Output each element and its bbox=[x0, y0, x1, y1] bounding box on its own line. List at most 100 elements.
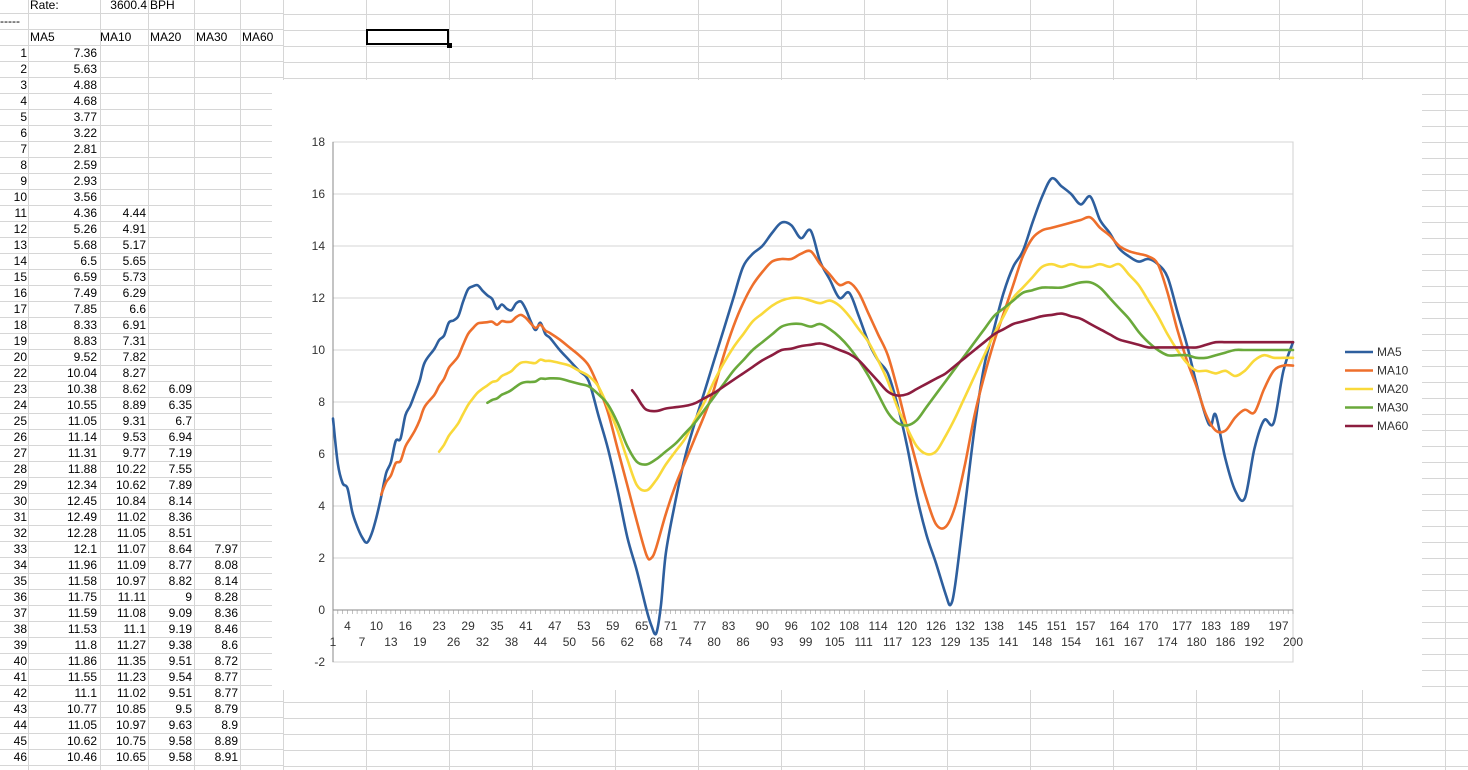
data-cell[interactable]: 9.58 bbox=[168, 750, 192, 764]
data-cell[interactable]: 10.84 bbox=[115, 494, 146, 508]
row-number[interactable]: 46 bbox=[13, 750, 27, 764]
data-cell[interactable]: 11.31 bbox=[67, 446, 97, 460]
row-number[interactable]: 17 bbox=[13, 302, 27, 316]
data-cell[interactable]: 10.77 bbox=[66, 702, 97, 716]
row-number[interactable]: 23 bbox=[13, 382, 27, 396]
row-number[interactable]: 14 bbox=[13, 254, 27, 268]
row-marker[interactable]: ----- bbox=[0, 14, 20, 28]
data-cell[interactable]: 9.77 bbox=[122, 446, 146, 460]
data-cell[interactable]: 8.77 bbox=[168, 558, 192, 572]
row-number[interactable]: 22 bbox=[13, 366, 27, 380]
data-cell[interactable]: 11.59 bbox=[67, 606, 97, 620]
data-cell[interactable]: 11.07 bbox=[116, 542, 146, 556]
column-header-ma20[interactable]: MA20 bbox=[150, 30, 182, 44]
data-cell[interactable]: 8.36 bbox=[168, 510, 192, 524]
data-cell[interactable]: 7.82 bbox=[122, 350, 146, 364]
row-number[interactable]: 12 bbox=[13, 222, 27, 236]
data-cell[interactable]: 9.52 bbox=[73, 350, 97, 364]
data-cell[interactable]: 11.05 bbox=[116, 526, 146, 540]
data-cell[interactable]: 10.38 bbox=[66, 382, 97, 396]
row-number[interactable]: 10 bbox=[13, 190, 27, 204]
data-cell[interactable]: 5.17 bbox=[122, 238, 146, 252]
data-cell[interactable]: 9.63 bbox=[168, 718, 192, 732]
data-cell[interactable]: 9.53 bbox=[122, 430, 146, 444]
data-cell[interactable]: 8.64 bbox=[168, 542, 192, 556]
row-number[interactable]: 36 bbox=[13, 590, 27, 604]
data-cell[interactable]: 2.93 bbox=[73, 174, 97, 188]
data-cell[interactable]: 10.46 bbox=[66, 750, 97, 764]
row-number[interactable]: 28 bbox=[13, 462, 27, 476]
data-cell[interactable]: 11.23 bbox=[116, 670, 146, 684]
data-cell[interactable]: 12.34 bbox=[66, 478, 97, 492]
data-cell[interactable]: 7.49 bbox=[73, 286, 97, 300]
row-number[interactable]: 35 bbox=[13, 574, 27, 588]
data-cell[interactable]: 10.22 bbox=[115, 462, 146, 476]
data-cell[interactable]: 11.55 bbox=[67, 670, 97, 684]
row-number[interactable]: 43 bbox=[13, 702, 27, 716]
row-number[interactable]: 44 bbox=[13, 718, 27, 732]
data-cell[interactable]: 7.36 bbox=[73, 46, 97, 60]
row-number[interactable]: 31 bbox=[13, 510, 27, 524]
data-cell[interactable]: 8.89 bbox=[122, 398, 146, 412]
row-number[interactable]: 38 bbox=[13, 622, 27, 636]
data-cell[interactable]: 8.77 bbox=[214, 686, 238, 700]
data-cell[interactable]: 8.27 bbox=[122, 366, 146, 380]
row-number[interactable]: 7 bbox=[20, 142, 27, 156]
data-cell[interactable]: 12.45 bbox=[66, 494, 97, 508]
data-cell[interactable]: 12.49 bbox=[66, 510, 97, 524]
data-cell[interactable]: 11.02 bbox=[116, 686, 146, 700]
data-cell[interactable]: 11.35 bbox=[116, 654, 146, 668]
row-number[interactable]: 42 bbox=[13, 686, 27, 700]
data-cell[interactable]: 11.11 bbox=[117, 590, 146, 604]
row-number[interactable]: 25 bbox=[13, 414, 27, 428]
column-header-ma30[interactable]: MA30 bbox=[196, 30, 228, 44]
data-cell[interactable]: 8.9 bbox=[221, 718, 238, 732]
row-number[interactable]: 6 bbox=[20, 126, 27, 140]
data-cell[interactable]: 10.85 bbox=[115, 702, 146, 716]
data-cell[interactable]: 4.88 bbox=[73, 78, 97, 92]
data-cell[interactable]: 3.22 bbox=[73, 126, 97, 140]
data-cell[interactable]: 8.82 bbox=[168, 574, 192, 588]
data-cell[interactable]: 7.89 bbox=[168, 478, 192, 492]
data-cell[interactable]: 5.65 bbox=[122, 254, 146, 268]
row-number[interactable]: 16 bbox=[13, 286, 27, 300]
data-cell[interactable]: 8.62 bbox=[122, 382, 146, 396]
data-cell[interactable]: 8.14 bbox=[214, 574, 238, 588]
data-cell[interactable]: 12.28 bbox=[66, 526, 97, 540]
data-cell[interactable]: 8.6 bbox=[221, 638, 238, 652]
data-cell[interactable]: 5.63 bbox=[73, 62, 97, 76]
data-cell[interactable]: 10.65 bbox=[115, 750, 146, 764]
data-cell[interactable]: 10.62 bbox=[66, 734, 97, 748]
data-cell[interactable]: 6.91 bbox=[122, 318, 146, 332]
data-cell[interactable]: 10.97 bbox=[115, 718, 146, 732]
data-cell[interactable]: 8.46 bbox=[214, 622, 238, 636]
row-number[interactable]: 37 bbox=[13, 606, 27, 620]
data-cell[interactable]: 7.85 bbox=[73, 302, 97, 316]
data-cell[interactable]: 6.35 bbox=[168, 398, 192, 412]
data-cell[interactable]: 7.31 bbox=[122, 334, 146, 348]
fill-handle[interactable] bbox=[447, 43, 452, 48]
rate-value[interactable]: 3600.4 bbox=[110, 0, 147, 12]
data-cell[interactable]: 10.55 bbox=[66, 398, 97, 412]
row-number[interactable]: 39 bbox=[13, 638, 27, 652]
row-number[interactable]: 15 bbox=[13, 270, 27, 284]
data-cell[interactable]: 9.38 bbox=[168, 638, 192, 652]
data-cell[interactable]: 3.77 bbox=[73, 110, 97, 124]
data-cell[interactable]: 10.04 bbox=[66, 366, 97, 380]
data-cell[interactable]: 2.81 bbox=[73, 142, 97, 156]
data-cell[interactable]: 11.1 bbox=[74, 686, 97, 700]
data-cell[interactable]: 11.58 bbox=[67, 574, 97, 588]
data-cell[interactable]: 10.75 bbox=[115, 734, 146, 748]
row-number[interactable]: 9 bbox=[20, 174, 27, 188]
row-number[interactable]: 3 bbox=[20, 78, 27, 92]
data-cell[interactable]: 9.58 bbox=[168, 734, 192, 748]
column-header-ma60[interactable]: MA60 bbox=[242, 30, 274, 44]
data-cell[interactable]: 11.05 bbox=[67, 414, 97, 428]
row-number[interactable]: 26 bbox=[13, 430, 27, 444]
data-cell[interactable]: 11.86 bbox=[67, 654, 97, 668]
data-cell[interactable]: 4.68 bbox=[73, 94, 97, 108]
data-cell[interactable]: 8.79 bbox=[214, 702, 238, 716]
data-cell[interactable]: 5.73 bbox=[122, 270, 146, 284]
row-number[interactable]: 5 bbox=[20, 110, 27, 124]
